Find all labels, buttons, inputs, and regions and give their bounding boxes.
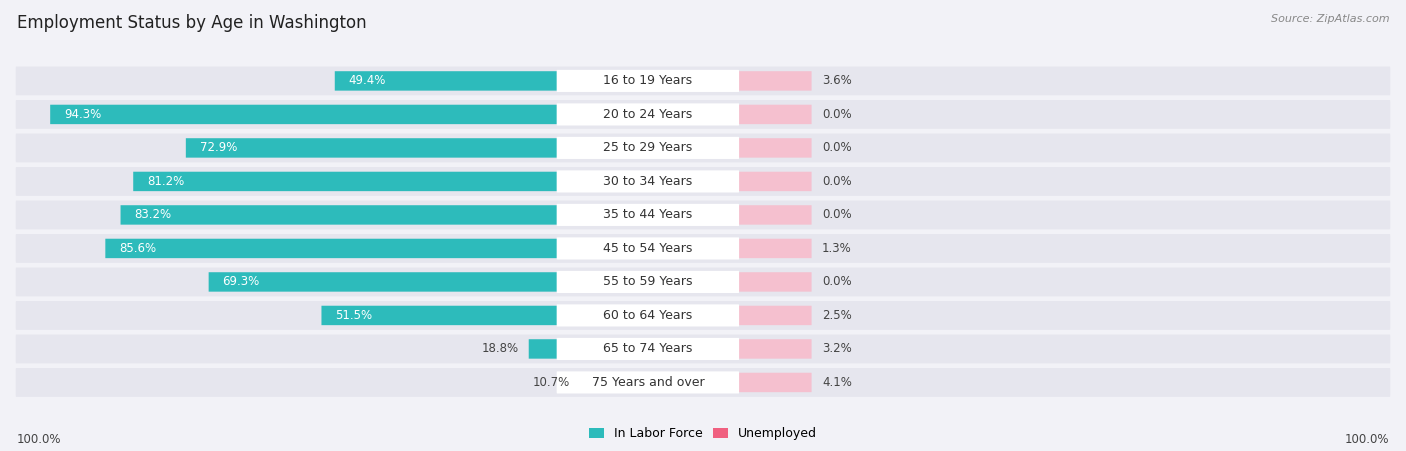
Text: 85.6%: 85.6% [120, 242, 156, 255]
FancyBboxPatch shape [557, 237, 740, 259]
Text: 0.0%: 0.0% [823, 142, 852, 154]
Text: 72.9%: 72.9% [200, 142, 238, 154]
Text: Employment Status by Age in Washington: Employment Status by Age in Washington [17, 14, 367, 32]
FancyBboxPatch shape [529, 339, 648, 359]
FancyBboxPatch shape [648, 306, 811, 325]
Text: 35 to 44 Years: 35 to 44 Years [603, 208, 693, 221]
FancyBboxPatch shape [648, 306, 662, 325]
FancyBboxPatch shape [15, 368, 1391, 397]
Text: 51.5%: 51.5% [335, 309, 373, 322]
FancyBboxPatch shape [648, 272, 811, 292]
FancyBboxPatch shape [557, 204, 740, 226]
FancyBboxPatch shape [648, 373, 672, 392]
Text: Source: ZipAtlas.com: Source: ZipAtlas.com [1271, 14, 1389, 23]
FancyBboxPatch shape [186, 138, 648, 158]
FancyBboxPatch shape [557, 304, 740, 327]
FancyBboxPatch shape [335, 71, 648, 91]
Text: 100.0%: 100.0% [17, 433, 62, 446]
FancyBboxPatch shape [648, 239, 655, 258]
Text: 25 to 29 Years: 25 to 29 Years [603, 142, 693, 154]
Text: 75 Years and over: 75 Years and over [592, 376, 704, 389]
FancyBboxPatch shape [648, 373, 811, 392]
FancyBboxPatch shape [648, 172, 811, 191]
Text: 2.5%: 2.5% [823, 309, 852, 322]
FancyBboxPatch shape [15, 201, 1391, 230]
FancyBboxPatch shape [581, 373, 648, 392]
FancyBboxPatch shape [557, 103, 740, 125]
FancyBboxPatch shape [557, 271, 740, 293]
Text: 10.7%: 10.7% [533, 376, 569, 389]
Text: 60 to 64 Years: 60 to 64 Years [603, 309, 693, 322]
FancyBboxPatch shape [648, 339, 666, 359]
FancyBboxPatch shape [134, 172, 648, 191]
Text: 55 to 59 Years: 55 to 59 Years [603, 276, 693, 289]
Text: 0.0%: 0.0% [823, 276, 852, 289]
Text: 0.0%: 0.0% [823, 108, 852, 121]
Text: 30 to 34 Years: 30 to 34 Years [603, 175, 693, 188]
FancyBboxPatch shape [557, 170, 740, 193]
FancyBboxPatch shape [15, 335, 1391, 364]
Text: 16 to 19 Years: 16 to 19 Years [603, 74, 692, 87]
Text: 81.2%: 81.2% [148, 175, 184, 188]
FancyBboxPatch shape [648, 105, 811, 124]
Text: 0.0%: 0.0% [823, 175, 852, 188]
Text: 20 to 24 Years: 20 to 24 Years [603, 108, 693, 121]
FancyBboxPatch shape [51, 105, 648, 124]
FancyBboxPatch shape [322, 306, 648, 325]
FancyBboxPatch shape [15, 66, 1391, 95]
FancyBboxPatch shape [648, 205, 811, 225]
FancyBboxPatch shape [15, 167, 1391, 196]
Text: 18.8%: 18.8% [481, 342, 519, 355]
FancyBboxPatch shape [557, 338, 740, 360]
Text: 65 to 74 Years: 65 to 74 Years [603, 342, 693, 355]
Text: 1.3%: 1.3% [823, 242, 852, 255]
Text: 3.2%: 3.2% [823, 342, 852, 355]
FancyBboxPatch shape [648, 71, 669, 91]
Legend: In Labor Force, Unemployed: In Labor Force, Unemployed [583, 423, 823, 446]
FancyBboxPatch shape [648, 239, 811, 258]
FancyBboxPatch shape [557, 137, 740, 159]
FancyBboxPatch shape [648, 339, 811, 359]
FancyBboxPatch shape [15, 234, 1391, 263]
FancyBboxPatch shape [648, 71, 811, 91]
Text: 69.3%: 69.3% [222, 276, 260, 289]
FancyBboxPatch shape [15, 133, 1391, 162]
Text: 83.2%: 83.2% [135, 208, 172, 221]
Text: 0.0%: 0.0% [823, 208, 852, 221]
FancyBboxPatch shape [208, 272, 648, 292]
Text: 49.4%: 49.4% [349, 74, 385, 87]
Text: 45 to 54 Years: 45 to 54 Years [603, 242, 693, 255]
FancyBboxPatch shape [15, 267, 1391, 296]
Text: 4.1%: 4.1% [823, 376, 852, 389]
Text: 94.3%: 94.3% [63, 108, 101, 121]
FancyBboxPatch shape [15, 100, 1391, 129]
FancyBboxPatch shape [648, 138, 811, 158]
Text: 3.6%: 3.6% [823, 74, 852, 87]
FancyBboxPatch shape [121, 205, 648, 225]
FancyBboxPatch shape [557, 70, 740, 92]
FancyBboxPatch shape [557, 371, 740, 394]
FancyBboxPatch shape [15, 301, 1391, 330]
FancyBboxPatch shape [105, 239, 648, 258]
Text: 100.0%: 100.0% [1344, 433, 1389, 446]
